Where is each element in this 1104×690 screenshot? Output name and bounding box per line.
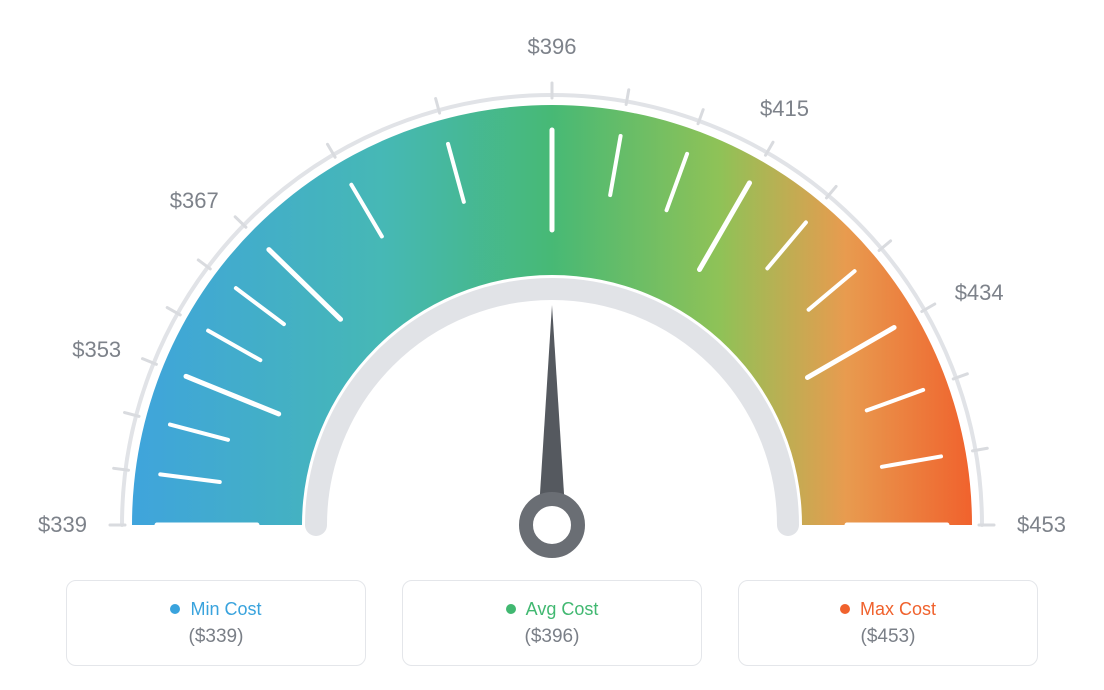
gauge-chart-container: $339 $353 $367 $396 $415 $434 $453 Min Cost ($…: [0, 0, 1104, 690]
gauge-svg: [0, 0, 1104, 560]
legend-label-min: Min Cost: [190, 599, 261, 620]
gauge-tick-label: $396: [528, 34, 577, 60]
legend-value-max: ($453): [861, 626, 916, 648]
legend-card-min: Min Cost ($339): [66, 580, 366, 666]
gauge-tick-label: $353: [72, 337, 121, 363]
gauge-tick-label: $367: [170, 188, 219, 214]
legend-dot-avg: [506, 604, 516, 614]
legend-dot-min: [170, 604, 180, 614]
gauge-tick-label: $339: [38, 512, 87, 538]
legend-card-max: Max Cost ($453): [738, 580, 1038, 666]
legend-row: Min Cost ($339) Avg Cost ($396) Max Cost…: [0, 580, 1104, 666]
legend-label-avg: Avg Cost: [526, 599, 599, 620]
gauge-area: $339 $353 $367 $396 $415 $434 $453: [0, 0, 1104, 560]
legend-value-avg: ($396): [525, 626, 580, 648]
legend-label-max: Max Cost: [860, 599, 936, 620]
legend-dot-max: [840, 604, 850, 614]
gauge-tick-label: $434: [955, 280, 1004, 306]
legend-value-min: ($339): [189, 626, 244, 648]
legend-card-avg: Avg Cost ($396): [402, 580, 702, 666]
gauge-tick-label: $453: [1017, 512, 1066, 538]
gauge-tick-label: $415: [760, 96, 809, 122]
